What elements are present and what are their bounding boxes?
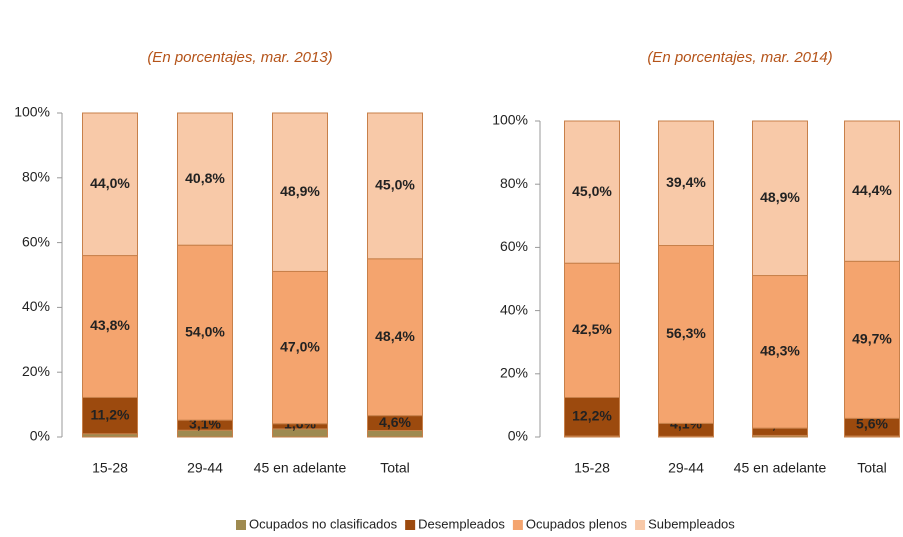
value-label: 45,0% [572, 183, 612, 199]
value-label: 48,9% [280, 183, 320, 199]
legend-swatch [635, 520, 645, 530]
y-tick-label: 100% [14, 104, 50, 120]
legend-label: Subempleados [648, 516, 735, 531]
value-label: 56,3% [666, 325, 706, 341]
chart-subtitle: (En porcentajes, mar. 2013) [147, 49, 332, 66]
y-tick-label: 60% [22, 233, 50, 249]
value-label: 42,5% [572, 321, 612, 337]
value-label: 48,4% [375, 328, 415, 344]
value-label: 49,7% [852, 331, 892, 347]
value-label: 4,6% [379, 414, 411, 430]
y-tick-label: 80% [500, 175, 528, 191]
value-label: 45,0% [375, 177, 415, 193]
x-tick-label: 29-44 [668, 460, 704, 476]
value-label: 43,8% [90, 317, 130, 333]
x-tick-label: Total [380, 460, 410, 476]
value-label: 48,3% [760, 343, 800, 359]
chart: (En porcentajes, mar. 2013) (En porcenta… [0, 0, 903, 537]
y-tick-label: 80% [22, 169, 50, 185]
y-tick-label: 0% [30, 428, 50, 444]
value-label: 40,8% [185, 170, 225, 186]
legend-swatch [513, 520, 523, 530]
value-label: 39,4% [666, 174, 706, 190]
legend-label: Ocupados no clasificados [249, 516, 398, 531]
x-tick-label: 15-28 [92, 460, 128, 476]
x-tick-label: 15-28 [574, 460, 610, 476]
legend-label: Ocupados plenos [526, 516, 628, 531]
value-label: 47,0% [280, 338, 320, 354]
y-tick-label: 40% [500, 301, 528, 317]
value-label: 44,0% [90, 175, 130, 191]
chart-subtitle: (En porcentajes, mar. 2014) [647, 49, 832, 66]
bar-segment [368, 431, 423, 437]
y-tick-label: 100% [492, 112, 528, 128]
x-tick-label: Total [857, 460, 887, 476]
x-tick-label: 45 en adelante [254, 460, 347, 476]
x-tick-label: 45 en adelante [734, 460, 827, 476]
value-label: 12,2% [572, 407, 612, 423]
y-tick-label: 60% [500, 238, 528, 254]
legend-swatch [405, 520, 415, 530]
value-label: 11,2% [91, 406, 130, 422]
y-tick-label: 20% [22, 363, 50, 379]
value-label: 54,0% [185, 323, 225, 339]
y-tick-label: 40% [22, 298, 50, 314]
y-tick-label: 0% [508, 428, 528, 444]
legend-swatch [236, 520, 246, 530]
legend-label: Desempleados [418, 516, 505, 531]
y-tick-label: 20% [500, 365, 528, 381]
value-label: 44,4% [852, 182, 892, 198]
value-label: 48,9% [760, 189, 800, 205]
x-tick-label: 29-44 [187, 460, 223, 476]
